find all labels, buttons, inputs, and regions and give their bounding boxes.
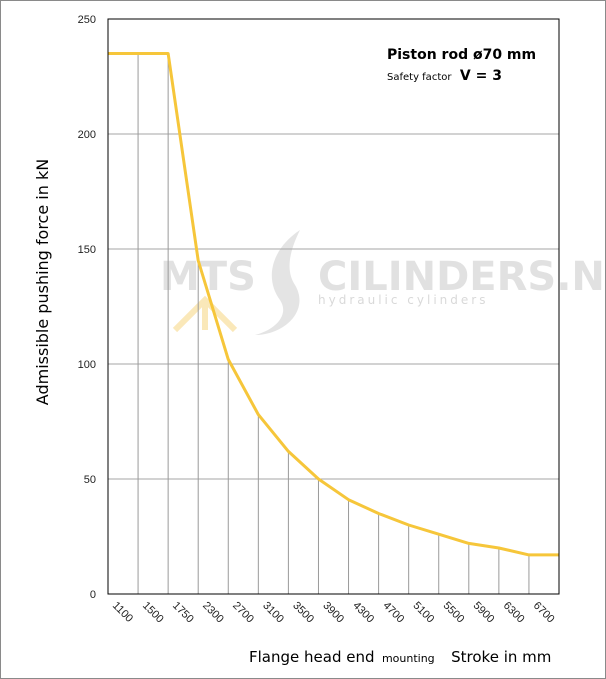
- y-tick-label: 0: [90, 589, 96, 601]
- plot-area-border: [107, 18, 560, 595]
- annotation-safety-label: Safety factor: [387, 72, 452, 83]
- watermark-right-text: CILINDERS.NL: [318, 254, 606, 300]
- x-tick-label: 1500: [140, 600, 166, 626]
- x-tick-label: 3100: [260, 600, 286, 626]
- watermark-tagline: hydraulic cylinders: [318, 293, 488, 307]
- x-tick-label: 3500: [290, 600, 316, 626]
- x-tick-label: 3900: [320, 600, 346, 626]
- x-axis-label-right: Stroke in mm: [451, 648, 551, 666]
- x-tick-label: 6300: [501, 600, 527, 626]
- x-axis-label-small: mounting: [382, 652, 435, 665]
- x-tick-label: 2700: [230, 600, 256, 626]
- x-tick-label: 6700: [531, 600, 557, 626]
- x-tick-label: 1100: [110, 600, 135, 625]
- x-tick-label: 5900: [471, 600, 497, 626]
- y-tick-label: 250: [78, 14, 96, 26]
- annotation-safety-factor: Safety factor V = 3: [387, 67, 502, 84]
- x-axis-label-main: Flange head end: [249, 648, 375, 666]
- x-tick-label: 1750: [170, 600, 196, 626]
- series-line: [108, 52, 559, 557]
- y-axis-label: Admissible pushing force in kN: [33, 159, 52, 405]
- watermark: MTS CILINDERS.NL hydraulic cylinders: [160, 230, 606, 335]
- x-tick-labels: 1100 1500 1750 2300 2700 3100 3500 3900 4300 4700…: [110, 600, 557, 626]
- watermark-x-icon: [172, 295, 238, 333]
- y-tick-label: 100: [78, 359, 96, 371]
- x-axis-label: Flange head end mounting Stroke in mm: [249, 648, 551, 666]
- y-tick-label: 150: [78, 244, 96, 256]
- y-tick-labels: 0 50 100 150 200 250: [78, 14, 96, 601]
- chart-grid: [108, 53, 559, 594]
- annotation-piston-rod: Piston rod ø70 mm: [387, 47, 536, 63]
- x-tick-label: 5100: [411, 600, 437, 626]
- watermark-swoosh-icon: [255, 230, 300, 335]
- x-tick-label: 4300: [350, 600, 376, 626]
- y-tick-label: 50: [84, 474, 96, 486]
- x-tick-label: 4700: [380, 600, 406, 626]
- x-tick-label: 2300: [200, 600, 226, 626]
- annotation-safety-value: V = 3: [460, 68, 502, 84]
- x-tick-label: 5500: [441, 600, 467, 626]
- y-tick-label: 200: [78, 129, 96, 141]
